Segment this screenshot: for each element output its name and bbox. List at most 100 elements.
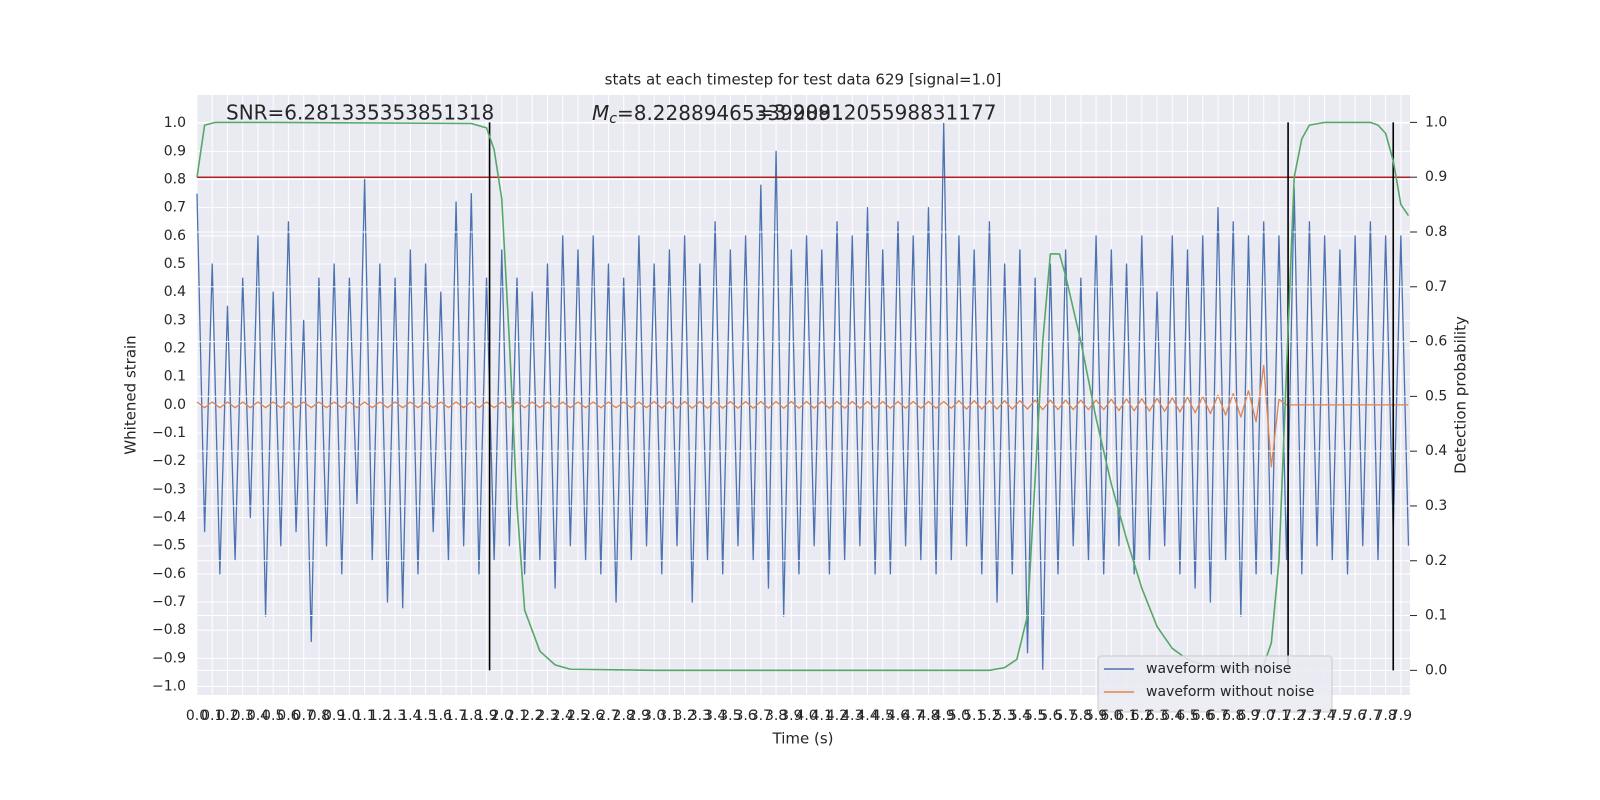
y2-tick-label: 0.9 bbox=[1425, 169, 1447, 185]
x-tick-label: 5.2 bbox=[978, 708, 1000, 724]
x-tick-label: 2.4 bbox=[552, 708, 574, 724]
x-tick-label: 0.6 bbox=[277, 708, 299, 724]
x-tick-label: 3.0 bbox=[643, 708, 665, 724]
y-tick-label: 0.9 bbox=[164, 143, 186, 159]
series-line bbox=[196, 364, 1409, 468]
y2-tick-label: 1.0 bbox=[1425, 114, 1447, 130]
x-tick-label: 7.8 bbox=[1374, 708, 1396, 724]
x-tick-label: 1.1 bbox=[353, 708, 375, 724]
x-tick-label: 0.2 bbox=[216, 708, 238, 724]
x-tick-label: 3.5 bbox=[719, 708, 741, 724]
x-tick-label: 3.1 bbox=[658, 708, 680, 724]
legend-box bbox=[1097, 655, 1333, 713]
x-tick-label: 3.4 bbox=[704, 708, 726, 724]
annotation-text: =8.228894653399891 bbox=[617, 101, 844, 125]
y2-tick-label: 0.5 bbox=[1425, 388, 1447, 404]
x-tick-label: 6.0 bbox=[1100, 708, 1122, 724]
y-tick-label: −0.7 bbox=[152, 594, 186, 610]
y-tick-label: −0.9 bbox=[152, 650, 186, 666]
x-tick-label: 7.9 bbox=[1390, 708, 1412, 724]
y2-tick-label: 0.0 bbox=[1425, 662, 1447, 678]
x-tick-label: 7.6 bbox=[1344, 708, 1366, 724]
y-tick-label: 0.6 bbox=[164, 228, 186, 244]
x-tick-label: 0.0 bbox=[186, 708, 208, 724]
legend-label: waveform without noise bbox=[1146, 684, 1314, 700]
legend: waveform with noise waveform without nois… bbox=[1097, 655, 1333, 713]
x-tick-label: 5.9 bbox=[1085, 708, 1107, 724]
x-tick-label: 5.7 bbox=[1054, 708, 1076, 724]
x-tick-label: 7.4 bbox=[1314, 708, 1336, 724]
x-tick-label: 7.1 bbox=[1268, 708, 1290, 724]
y2-tick-label: 0.3 bbox=[1425, 498, 1447, 514]
x-tick-label: 7.2 bbox=[1283, 708, 1305, 724]
annotation-subscript: c bbox=[609, 111, 617, 127]
x-tick-label: 1.9 bbox=[475, 708, 497, 724]
x-tick-label: 2.3 bbox=[536, 708, 558, 724]
x-tick-label: 5.5 bbox=[1024, 708, 1046, 724]
x-tick-label: 6.5 bbox=[1176, 708, 1198, 724]
x-tick-label: 1.5 bbox=[414, 708, 436, 724]
y2-tick-label: 0.7 bbox=[1425, 279, 1447, 295]
chart-title: stats at each timestep for test data 629… bbox=[605, 71, 1002, 89]
annotation-symbol: M bbox=[592, 101, 609, 125]
x-tick-label: 4.2 bbox=[826, 708, 848, 724]
x-tick-label: 5.8 bbox=[1070, 708, 1092, 724]
x-tick-label: 6.3 bbox=[1146, 708, 1168, 724]
x-tick-label: 1.6 bbox=[430, 708, 452, 724]
x-tick-label: 1.2 bbox=[369, 708, 391, 724]
y-tick-label: 0.2 bbox=[164, 341, 186, 357]
y-tick-label: −0.3 bbox=[152, 481, 186, 497]
x-tick-label: 5.3 bbox=[994, 708, 1016, 724]
y-tick-label: 0.5 bbox=[164, 256, 186, 272]
y-tick-label: −0.8 bbox=[152, 622, 186, 638]
x-tick-label: 2.5 bbox=[567, 708, 589, 724]
x-tick-label: 2.9 bbox=[628, 708, 650, 724]
annotation: =3.2081205598831177 bbox=[757, 101, 996, 125]
y-tick-label: −0.1 bbox=[152, 425, 186, 441]
x-tick-label: 4.3 bbox=[841, 708, 863, 724]
x-tick-label: 6.7 bbox=[1207, 708, 1229, 724]
y-tick-label: −0.5 bbox=[152, 538, 186, 554]
y-tick-label: 0.1 bbox=[164, 369, 186, 385]
x-tick-label: 5.1 bbox=[963, 708, 985, 724]
x-axis-label: Time (s) bbox=[772, 730, 834, 748]
x-tick-label: 3.3 bbox=[689, 708, 711, 724]
y2-axis-label: Detection probability bbox=[1452, 316, 1470, 474]
y-tick-label: 1.0 bbox=[164, 115, 186, 131]
x-tick-label: 4.9 bbox=[933, 708, 955, 724]
x-tick-label: 7.3 bbox=[1298, 708, 1320, 724]
x-tick-label: 5.6 bbox=[1039, 708, 1061, 724]
x-tick-label: 0.4 bbox=[247, 708, 269, 724]
x-tick-label: 6.6 bbox=[1192, 708, 1214, 724]
x-tick-label: 2.7 bbox=[597, 708, 619, 724]
x-tick-label: 4.5 bbox=[872, 708, 894, 724]
y-tick-label: −0.4 bbox=[152, 510, 186, 526]
x-tick-label: 6.9 bbox=[1237, 708, 1259, 724]
x-tick-label: 1.4 bbox=[399, 708, 421, 724]
x-tick-label: 4.6 bbox=[887, 708, 909, 724]
y-tick-label: −1.0 bbox=[152, 679, 186, 695]
x-tick-label: 6.2 bbox=[1131, 708, 1153, 724]
x-tick-label: 7.0 bbox=[1253, 708, 1275, 724]
x-tick-label: 1.3 bbox=[384, 708, 406, 724]
x-tick-label: 4.4 bbox=[856, 708, 878, 724]
x-tick-label: 4.8 bbox=[917, 708, 939, 724]
x-tick-label: 3.2 bbox=[674, 708, 696, 724]
x-tick-label: 5.0 bbox=[948, 708, 970, 724]
y2-tick-label: 0.4 bbox=[1425, 443, 1447, 459]
x-tick-label: 2.2 bbox=[521, 708, 543, 724]
y-axis-label: Whitened strain bbox=[122, 335, 140, 454]
y2-tick-label: 0.2 bbox=[1425, 553, 1447, 569]
x-tick-label: 3.9 bbox=[780, 708, 802, 724]
x-tick-label: 4.7 bbox=[902, 708, 924, 724]
x-tick-label: 1.0 bbox=[338, 708, 360, 724]
marks bbox=[196, 121, 1410, 672]
x-tick-label: 1.7 bbox=[445, 708, 467, 724]
x-tick-label: 3.6 bbox=[734, 708, 756, 724]
y-tick-label: 0.8 bbox=[164, 172, 186, 188]
y-tick-label: 0.0 bbox=[164, 397, 186, 413]
y-tick-label: −0.2 bbox=[152, 453, 186, 469]
x-tick-label: 0.1 bbox=[201, 708, 223, 724]
x-tick-label: 2.6 bbox=[582, 708, 604, 724]
